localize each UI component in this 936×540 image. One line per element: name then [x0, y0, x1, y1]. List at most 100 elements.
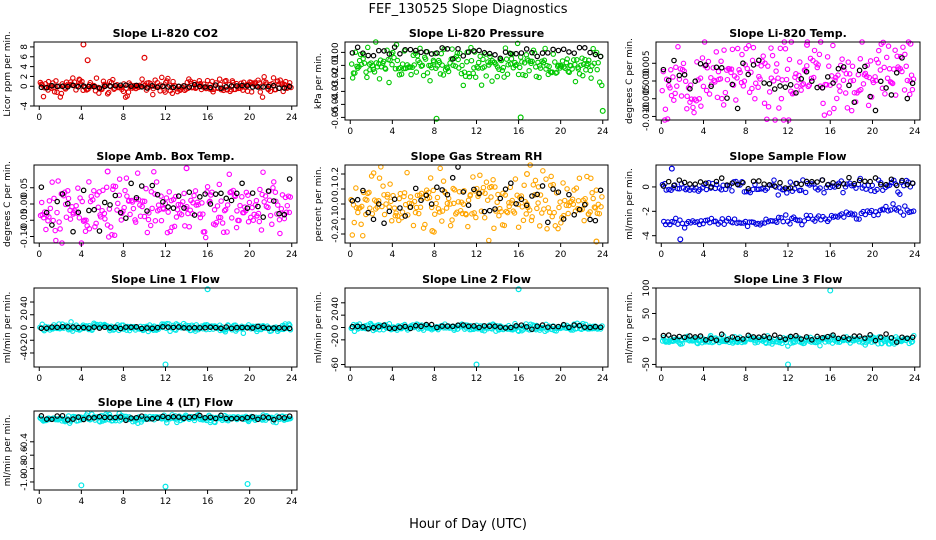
- data-point-secondary: [360, 50, 366, 56]
- data-point-primary: [258, 83, 264, 90]
- data-point-primary: [831, 105, 837, 112]
- data-point-secondary: [43, 325, 50, 331]
- data-point-primary: [817, 342, 823, 349]
- data-point-primary: [690, 104, 696, 111]
- data-point-primary: [169, 90, 176, 97]
- data-point-primary: [274, 202, 281, 208]
- data-point-secondary: [545, 324, 551, 330]
- data-point-secondary: [660, 183, 667, 189]
- data-point-secondary: [107, 414, 113, 421]
- x-tick-label: 16: [202, 497, 214, 507]
- data-point-secondary: [830, 180, 836, 186]
- data-point-secondary: [202, 414, 208, 421]
- data-point-primary: [575, 198, 582, 204]
- data-point-secondary: [96, 325, 103, 331]
- data-point-primary: [821, 112, 828, 118]
- data-point-secondary: [212, 415, 219, 422]
- y-tick-label: -60: [331, 357, 341, 372]
- data-point-primary: [427, 77, 433, 84]
- data-point-primary: [873, 77, 879, 84]
- data-point-secondary: [518, 50, 525, 56]
- data-point-primary: [488, 194, 494, 200]
- data-point-primary: [459, 62, 465, 69]
- data-point-primary: [761, 100, 768, 107]
- y-tick-label: 0.2: [331, 167, 341, 181]
- data-point-secondary: [665, 77, 672, 84]
- data-point-secondary: [449, 174, 456, 181]
- data-point-secondary: [207, 414, 214, 421]
- data-point-primary: [48, 85, 55, 91]
- data-point-primary: [92, 223, 98, 230]
- data-point-primary: [846, 71, 853, 77]
- data-point-primary: [284, 202, 291, 209]
- data-point-primary: [501, 74, 507, 80]
- data-point-secondary: [228, 197, 235, 204]
- data-point-primary: [892, 47, 898, 53]
- data-point-secondary: [175, 324, 182, 330]
- y-tick-label: -0.8: [20, 460, 30, 478]
- data-point-secondary: [286, 83, 293, 90]
- data-point-primary: [783, 212, 789, 218]
- data-point-primary: [445, 68, 452, 75]
- data-point-primary: [474, 185, 480, 192]
- data-point-secondary: [750, 178, 757, 185]
- data-point-primary: [894, 53, 900, 60]
- y-tick-label: -0.6: [20, 446, 30, 464]
- data-point-secondary: [181, 415, 187, 422]
- data-point-primary: [175, 201, 182, 208]
- data-point-secondary: [370, 324, 377, 331]
- data-point-secondary: [671, 57, 677, 64]
- data-point-primary: [46, 214, 52, 220]
- data-point-primary: [760, 53, 766, 59]
- data-point-secondary: [149, 325, 156, 332]
- data-point-primary: [728, 69, 734, 76]
- data-point-secondary: [803, 334, 810, 340]
- data-point-primary: [585, 60, 591, 67]
- data-point-secondary: [830, 332, 836, 338]
- data-point-primary: [851, 211, 858, 217]
- chart-panel-6: Slope Sample Flow ml/min per min. 0 4 8 12 16 2…: [625, 150, 921, 260]
- x-tick-label: 20: [244, 250, 256, 260]
- data-points: [659, 287, 917, 368]
- data-point-primary: [588, 75, 594, 81]
- data-point-primary: [367, 205, 373, 211]
- data-point-secondary: [234, 415, 240, 422]
- data-point-secondary: [223, 84, 230, 90]
- data-point-secondary: [486, 50, 493, 57]
- data-point-secondary: [481, 49, 488, 56]
- data-point-secondary: [798, 76, 805, 82]
- data-point-outlier: [907, 40, 914, 47]
- data-point-secondary: [766, 334, 773, 341]
- data-point-primary: [885, 208, 891, 214]
- data-point-primary: [663, 187, 669, 193]
- data-point-primary: [123, 175, 130, 181]
- data-point-primary: [744, 65, 751, 72]
- data-point-secondary: [703, 180, 709, 187]
- data-point-secondary: [107, 324, 113, 331]
- data-point-primary: [784, 190, 790, 196]
- data-point-primary: [369, 62, 376, 69]
- data-point-outlier: [804, 41, 811, 48]
- data-point-primary: [901, 182, 907, 189]
- data-point-primary: [100, 78, 107, 85]
- data-point-primary: [794, 83, 800, 89]
- data-point-primary: [234, 208, 240, 214]
- data-point-primary: [799, 82, 805, 88]
- data-point-secondary: [872, 107, 879, 114]
- data-point-primary: [877, 67, 884, 73]
- data-point-secondary: [555, 47, 562, 54]
- data-point-primary: [745, 42, 752, 49]
- data-point-primary: [159, 321, 165, 327]
- data-point-primary: [224, 229, 230, 235]
- data-point-primary: [841, 67, 847, 73]
- data-point-secondary: [571, 50, 578, 56]
- data-point-secondary: [671, 334, 677, 341]
- data-point-primary: [165, 209, 171, 215]
- data-point-primary: [120, 88, 127, 95]
- data-point-secondary: [476, 190, 482, 197]
- data-point-primary: [255, 77, 261, 83]
- data-point-primary: [721, 221, 727, 227]
- x-tick-label: 24: [909, 374, 921, 384]
- data-point-primary: [839, 56, 845, 62]
